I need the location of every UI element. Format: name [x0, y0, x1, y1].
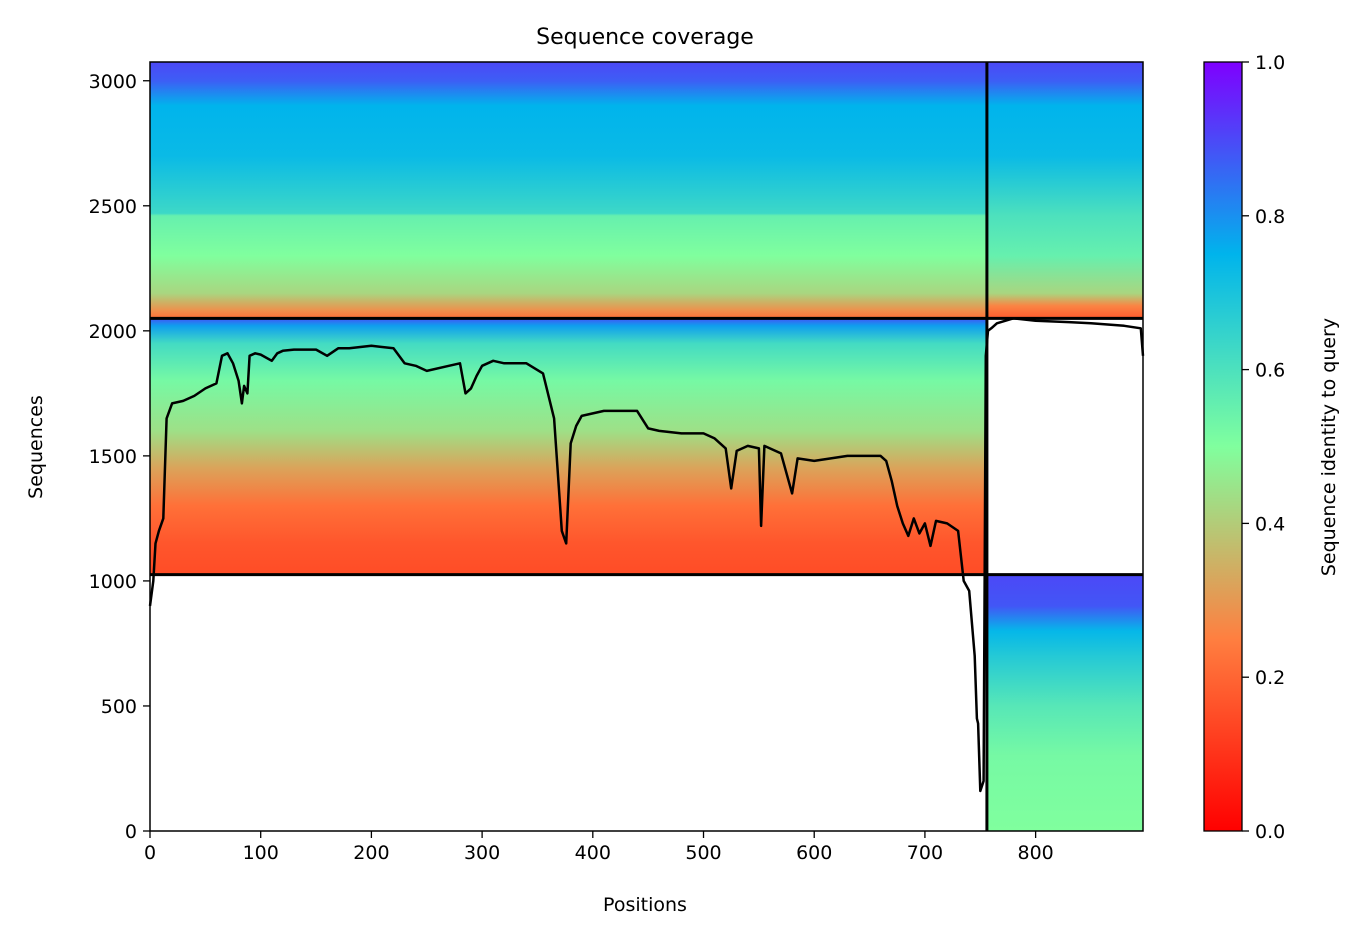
colorbar-gradient	[1203, 61, 1243, 832]
x-axis-label: Positions	[603, 894, 687, 916]
plot-frame	[149, 61, 1144, 832]
chart-title: Sequence coverage	[536, 25, 754, 50]
x-tick-label: 300	[464, 842, 500, 864]
colorbar-tick-label: 0.6	[1255, 360, 1285, 382]
coverage-block-1	[150, 318, 987, 575]
coverage-line	[148, 317, 1145, 793]
colorbar-tick-label: 0.8	[1255, 206, 1285, 228]
colorbar-tick-label: 1.0	[1255, 52, 1285, 74]
colorbar-tick-label: 0.2	[1255, 667, 1285, 689]
block-boundaries	[150, 62, 1143, 831]
y-axis-label: Sequences	[25, 395, 47, 499]
x-tick-label: 500	[685, 842, 721, 864]
y-tick-label: 500	[101, 696, 137, 718]
x-tick-label: 200	[353, 842, 389, 864]
y-tick-label: 1000	[89, 571, 137, 593]
x-tick-label: 0	[144, 842, 156, 864]
y-tick-label: 1500	[89, 446, 137, 468]
coverage-blocks	[150, 62, 1143, 831]
coverage-line-group	[148, 317, 1145, 793]
coverage-block-3	[986, 574, 1143, 831]
colorbar: 0.0 0.2 0.4 0.6 0.8 1.0	[1203, 52, 1285, 843]
y-tick-label: 2500	[89, 196, 137, 218]
x-tick-label: 600	[796, 842, 832, 864]
coverage-block-0	[150, 62, 987, 319]
colorbar-tick-label: 0.4	[1255, 513, 1285, 535]
y-tick-label: 0	[125, 821, 137, 843]
y-tick-label: 3000	[89, 71, 137, 93]
y-axis-ticks: 0 500 1000 1500 2000 2500 3000	[89, 71, 150, 843]
colorbar-label: Sequence identity to query	[1318, 318, 1340, 576]
x-tick-label: 400	[575, 842, 611, 864]
colorbar-tick-label: 0.0	[1255, 821, 1285, 843]
x-tick-label: 700	[907, 842, 943, 864]
x-tick-label: 100	[243, 842, 279, 864]
x-axis-ticks: 0 100 200 300 400 500 600 700 800	[144, 831, 1054, 864]
coverage-block-2	[986, 62, 1143, 319]
x-tick-label: 800	[1017, 842, 1053, 864]
y-tick-label: 2000	[89, 321, 137, 343]
